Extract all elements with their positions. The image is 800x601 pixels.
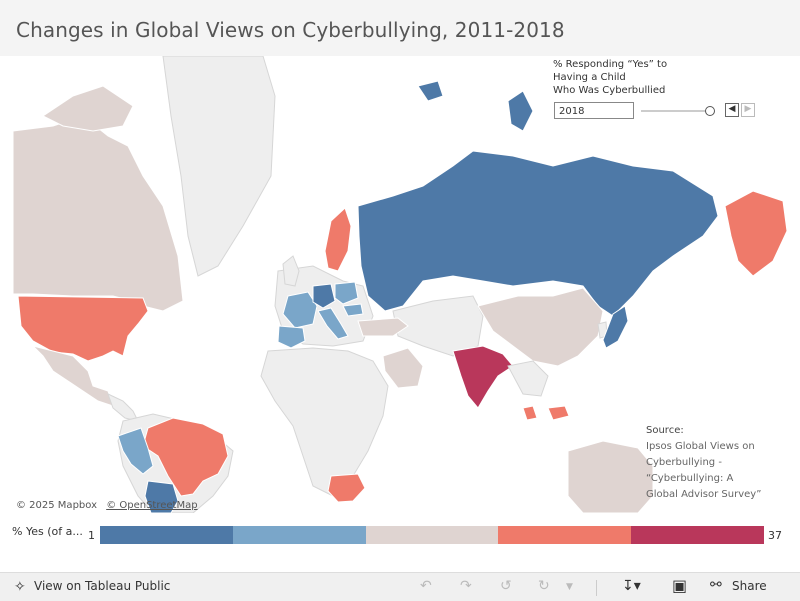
mapbox-attribution[interactable]: © 2025 Mapbox bbox=[16, 500, 97, 511]
southeast-asia-other[interactable] bbox=[507, 360, 549, 397]
fullscreen-icon[interactable]: ▣ bbox=[672, 576, 688, 595]
malaysia[interactable] bbox=[522, 405, 538, 421]
map-attribution: © 2025 Mapbox © OpenStreetMap bbox=[16, 500, 204, 511]
argentina[interactable] bbox=[144, 480, 179, 513]
refresh-dropdown-icon[interactable]: ▼ bbox=[566, 582, 573, 592]
share-button[interactable]: Share bbox=[732, 579, 767, 593]
peru[interactable] bbox=[117, 427, 154, 475]
legend-min: 1 bbox=[88, 529, 95, 542]
turkey[interactable] bbox=[357, 317, 409, 337]
filter-title-line: % Responding “Yes” to bbox=[553, 59, 668, 70]
filter-title: % Responding “Yes” to Having a Child Who… bbox=[553, 58, 773, 97]
japan[interactable] bbox=[602, 305, 629, 349]
arctic-islands[interactable] bbox=[42, 85, 134, 132]
filter-title-line: Who Was Cyberbullied bbox=[553, 85, 666, 96]
legend-step bbox=[232, 526, 366, 544]
tableau-toolbar: ✧ View on Tableau Public ↶ ↷ ↺ ↻ ▼ ↧▾ ▣ … bbox=[0, 572, 800, 601]
filter-title-line: Having a Child bbox=[553, 72, 626, 83]
toolbar-divider bbox=[596, 580, 597, 596]
chevron-right-icon[interactable]: ▶ bbox=[741, 103, 755, 117]
russia[interactable] bbox=[357, 150, 719, 317]
tableau-icon[interactable]: ✧ bbox=[14, 579, 26, 595]
greenland[interactable] bbox=[162, 56, 276, 277]
united-states[interactable] bbox=[17, 295, 149, 362]
year-slider-track[interactable] bbox=[641, 110, 711, 112]
chevron-left-icon[interactable]: ◀ bbox=[725, 103, 739, 117]
dashboard-title: Changes in Global Views on Cyberbullying… bbox=[16, 18, 565, 42]
italy[interactable] bbox=[317, 307, 349, 340]
south-africa[interactable] bbox=[327, 473, 366, 503]
brazil[interactable] bbox=[142, 417, 229, 497]
central-asia-other[interactable] bbox=[392, 295, 484, 357]
view-on-tableau-link[interactable]: View on Tableau Public bbox=[34, 579, 171, 593]
source-line: “Cyberbullying: A bbox=[646, 473, 734, 484]
source-heading: Source: bbox=[646, 425, 684, 436]
refresh-icon[interactable]: ↻ bbox=[538, 578, 550, 594]
legend-label: % Yes (of a... bbox=[12, 525, 83, 538]
year-input[interactable]: 2018 bbox=[554, 102, 634, 119]
download-icon[interactable]: ↧▾ bbox=[622, 578, 641, 594]
source-line: Ipsos Global Views on bbox=[646, 441, 755, 452]
share-icon[interactable]: ⚯ bbox=[710, 577, 722, 593]
russia-arctic-islands[interactable] bbox=[507, 90, 534, 132]
malaysia-borneo[interactable] bbox=[547, 405, 570, 421]
hungary[interactable] bbox=[342, 303, 364, 317]
legend-max: 37 bbox=[768, 529, 782, 542]
legend-step bbox=[100, 526, 233, 544]
undo-icon[interactable]: ↶ bbox=[420, 578, 432, 594]
svalbard[interactable] bbox=[417, 80, 444, 102]
germany[interactable] bbox=[312, 283, 336, 309]
title-area: Changes in Global Views on Cyberbullying… bbox=[0, 0, 800, 56]
saudi-arabia[interactable] bbox=[382, 347, 424, 389]
mexico[interactable] bbox=[31, 345, 114, 407]
year-slider-thumb[interactable] bbox=[705, 106, 715, 116]
source-note: Source: Ipsos Global Views on Cyberbully… bbox=[646, 423, 786, 503]
united-kingdom[interactable] bbox=[282, 255, 300, 287]
year-filter: % Responding “Yes” to Having a Child Who… bbox=[553, 58, 773, 119]
revert-icon[interactable]: ↺ bbox=[500, 578, 512, 594]
world-map[interactable] bbox=[13, 56, 787, 513]
color-legend: % Yes (of a... 1 37 bbox=[0, 520, 800, 550]
redo-icon[interactable]: ↷ bbox=[460, 578, 472, 594]
legend-step bbox=[631, 526, 764, 544]
china[interactable] bbox=[477, 287, 604, 367]
map-frame[interactable]: % Responding “Yes” to Having a Child Who… bbox=[13, 56, 787, 513]
spain[interactable] bbox=[277, 325, 306, 349]
osm-attribution[interactable]: © OpenStreetMap bbox=[106, 500, 198, 511]
france[interactable] bbox=[282, 291, 318, 329]
legend-step bbox=[365, 526, 499, 544]
poland[interactable] bbox=[334, 281, 359, 305]
legend-step bbox=[498, 526, 632, 544]
india[interactable] bbox=[452, 345, 514, 409]
australia[interactable] bbox=[567, 440, 654, 513]
sweden[interactable] bbox=[324, 207, 352, 272]
source-line: Global Advisor Survey” bbox=[646, 489, 762, 500]
source-line: Cyberbullying - bbox=[646, 457, 722, 468]
alaska[interactable] bbox=[724, 190, 787, 277]
legend-bar bbox=[100, 526, 764, 544]
